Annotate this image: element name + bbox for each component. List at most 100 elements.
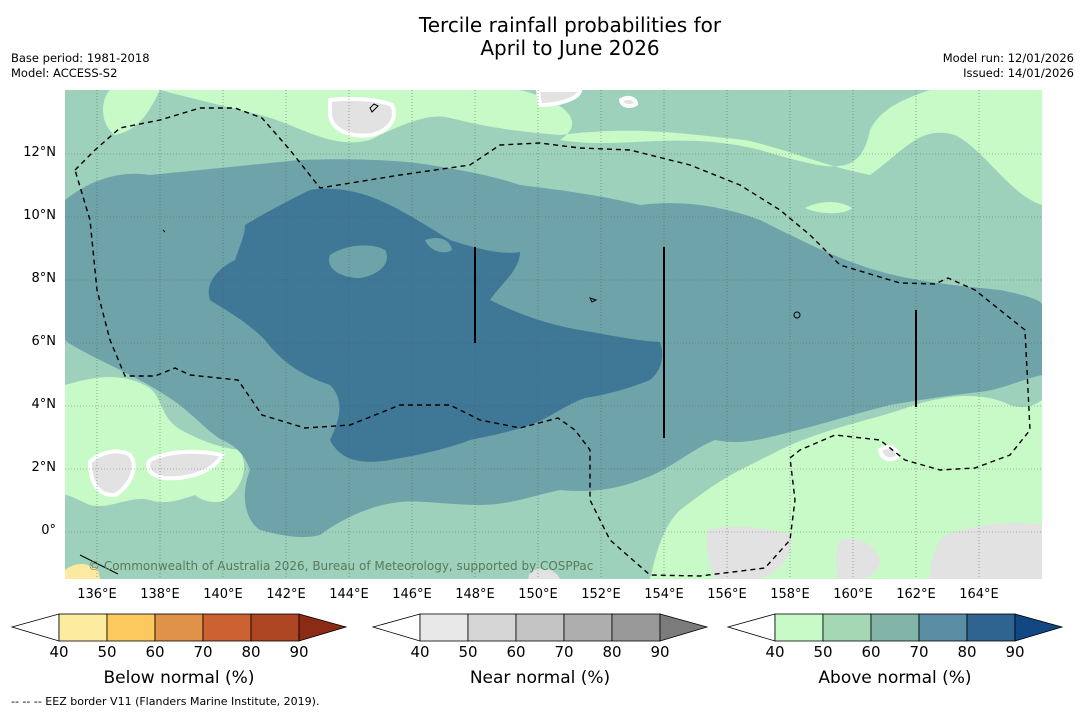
lon-label-140e: 140°E <box>203 587 243 602</box>
region-above-40-topleft <box>103 90 160 135</box>
cb-above-tick-50: 50 <box>813 643 833 661</box>
lon-label-136e: 136°E <box>77 587 117 602</box>
cb-near-tick-40: 40 <box>410 643 430 661</box>
cb-near-label: Near normal (%) <box>469 668 611 688</box>
region-near-40-se-3 <box>930 523 1042 579</box>
lat-label-0: 0° <box>41 523 56 538</box>
cb-near-seg-0 <box>371 613 421 642</box>
cb-near-seg-2 <box>467 613 517 642</box>
cb-below-tick-90: 90 <box>289 643 309 661</box>
cb-below-seg-3 <box>154 613 204 642</box>
cb-above-seg-5 <box>966 613 1016 642</box>
cb-above-seg-3 <box>870 613 920 642</box>
region-near-40-left-2 <box>146 449 225 481</box>
cb-near-seg-6 <box>659 613 709 642</box>
region-above-60-inner-2 <box>425 238 452 253</box>
cb-above-tick-70: 70 <box>909 643 929 661</box>
region-above-60-inner <box>329 245 388 278</box>
lon-label-164e: 164°E <box>959 587 999 602</box>
model-name: Model: ACCESS-S2 <box>11 66 118 80</box>
region-near-40-se-2 <box>835 538 880 579</box>
lon-label-158e: 158°E <box>770 587 810 602</box>
region-below-40-sw <box>65 564 100 579</box>
colorbar-below <box>10 613 348 642</box>
lon-label-152e: 152°E <box>581 587 621 602</box>
cb-below-seg-0 <box>10 613 60 642</box>
cb-near-seg-3 <box>515 613 565 642</box>
cb-near-seg-4 <box>563 613 613 642</box>
region-near-40-top-3 <box>618 95 639 109</box>
cb-below-seg-1 <box>58 613 108 642</box>
lat-label-6n: 6°N <box>31 334 57 349</box>
cb-below-seg-2 <box>106 613 156 642</box>
cb-below-seg-5 <box>250 613 300 642</box>
cb-near-tick-50: 50 <box>458 643 478 661</box>
cb-above-tick-80: 80 <box>957 643 977 661</box>
base-period: Base period: 1981-2018 <box>11 51 150 65</box>
lat-label-8n: 8°N <box>31 271 57 286</box>
map-area: © Commonwealth of Australia 2026, Bureau… <box>65 90 1042 579</box>
island-lines <box>474 247 917 438</box>
region-near-40-left <box>87 449 136 498</box>
cb-above-seg-2 <box>822 613 872 642</box>
lon-label-162e: 162°E <box>896 587 936 602</box>
graticule <box>65 90 1042 579</box>
cb-near-seg-1 <box>419 613 469 642</box>
lon-label-154e: 154°E <box>644 587 684 602</box>
region-near-40-se-1 <box>706 526 792 579</box>
model-run: Model run: 12/01/2026 <box>942 51 1074 65</box>
eez-footnote: -- -- -- EEZ border V11 (Flanders Marine… <box>11 695 320 708</box>
small-islands <box>79 103 801 575</box>
colorbar-above <box>726 613 1064 642</box>
lon-label-138e: 138°E <box>140 587 180 602</box>
region-near-40-top-1 <box>328 96 396 138</box>
cb-below-label: Below normal (%) <box>103 668 255 688</box>
meta-left: Base period: 1981-2018 Model: ACCESS-S2 <box>11 51 150 81</box>
cb-below-tick-70: 70 <box>193 643 213 661</box>
lat-label-2n: 2°N <box>31 460 57 475</box>
cb-near-seg-5 <box>611 613 661 642</box>
cb-below-tick-60: 60 <box>145 643 165 661</box>
lon-label-146e: 146°E <box>392 587 432 602</box>
lat-label-10n: 10°N <box>23 208 56 223</box>
lat-label-4n: 4°N <box>31 397 57 412</box>
colorbar-near <box>371 613 709 642</box>
cb-near-tick-80: 80 <box>602 643 622 661</box>
cb-above-seg-0 <box>726 613 776 642</box>
lon-label-150e: 150°E <box>518 587 558 602</box>
title-line-2: April to June 2026 <box>480 36 660 60</box>
cb-below-tick-50: 50 <box>97 643 117 661</box>
region-near-40-top-2 <box>535 90 583 108</box>
copyright-text: © Commonwealth of Australia 2026, Bureau… <box>88 559 593 573</box>
cb-below-seg-4 <box>202 613 252 642</box>
region-above-40-right-patch <box>805 202 852 214</box>
region-above-70-main <box>208 188 663 462</box>
lon-label-160e: 160°E <box>833 587 873 602</box>
cb-above-seg-1 <box>774 613 824 642</box>
cb-above-tick-90: 90 <box>1005 643 1025 661</box>
cb-near-tick-90: 90 <box>650 643 670 661</box>
cb-above-tick-60: 60 <box>861 643 881 661</box>
cb-above-seg-4 <box>918 613 968 642</box>
lon-label-144e: 144°E <box>329 587 369 602</box>
cb-above-label: Above normal (%) <box>818 668 972 688</box>
lon-label-148e: 148°E <box>455 587 495 602</box>
cb-above-tick-40: 40 <box>765 643 785 661</box>
lat-label-12n: 12°N <box>23 145 56 160</box>
region-near-40-mid <box>877 445 901 462</box>
lon-label-142e: 142°E <box>266 587 306 602</box>
map-title: Tercile rainfall probabilities for April… <box>0 14 1085 60</box>
region-near-40-bottom <box>528 568 560 579</box>
meta-right: Model run: 12/01/2026 Issued: 14/01/2026 <box>943 51 1074 81</box>
cb-below-tick-80: 80 <box>241 643 261 661</box>
lon-label-156e: 156°E <box>707 587 747 602</box>
cb-near-tick-60: 60 <box>506 643 526 661</box>
cb-above-seg-6 <box>1014 613 1064 642</box>
cb-below-tick-40: 40 <box>49 643 69 661</box>
eez-border <box>74 107 1031 577</box>
cb-near-tick-70: 70 <box>554 643 574 661</box>
issued-date: Issued: 14/01/2026 <box>963 66 1074 80</box>
title-line-1: Tercile rainfall probabilities for <box>418 13 722 37</box>
cb-below-seg-6 <box>298 613 348 642</box>
